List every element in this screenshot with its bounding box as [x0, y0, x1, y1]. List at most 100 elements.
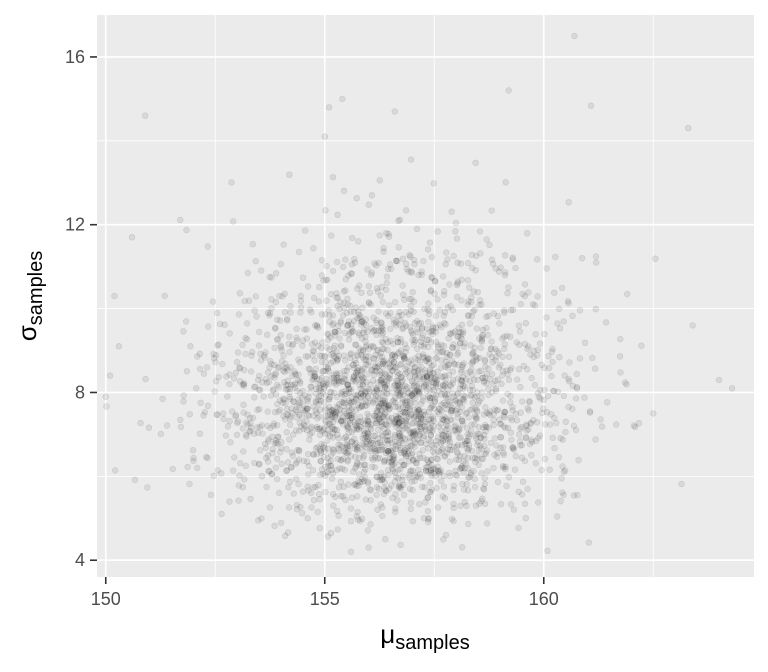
- data-point: [268, 360, 275, 368]
- data-point: [274, 364, 282, 371]
- data-point: [515, 431, 523, 438]
- data-point: [505, 87, 512, 94]
- data-point: [239, 425, 247, 432]
- data-point: [200, 412, 207, 419]
- data-point: [427, 469, 434, 477]
- data-point: [251, 307, 258, 314]
- data-point: [243, 433, 250, 440]
- data-point: [368, 192, 376, 199]
- data-point: [446, 446, 454, 454]
- data-point: [328, 466, 335, 473]
- data-point: [478, 389, 486, 396]
- data-point: [389, 494, 396, 502]
- data-point: [551, 444, 558, 452]
- data-point: [325, 104, 333, 111]
- data-point: [376, 232, 383, 239]
- data-point: [306, 306, 314, 313]
- data-point: [429, 426, 436, 433]
- data-point: [438, 431, 445, 438]
- data-point: [371, 368, 378, 375]
- data-point: [418, 325, 426, 333]
- data-point: [363, 402, 370, 409]
- data-point: [560, 392, 568, 400]
- data-point: [247, 424, 255, 431]
- data-point: [375, 327, 382, 334]
- data-point: [348, 411, 356, 419]
- data-point: [111, 292, 118, 300]
- data-point: [378, 324, 385, 332]
- data-point: [356, 413, 364, 421]
- data-point: [498, 380, 505, 387]
- data-point: [304, 458, 311, 465]
- data-point: [321, 133, 328, 140]
- data-point: [452, 471, 459, 478]
- data-point: [449, 380, 456, 387]
- data-point: [240, 448, 247, 455]
- data-point: [297, 503, 304, 511]
- data-point: [569, 405, 576, 413]
- data-point: [284, 459, 292, 466]
- data-point: [385, 402, 393, 409]
- data-point: [399, 382, 406, 390]
- data-point: [297, 292, 304, 300]
- data-point: [424, 354, 431, 361]
- data-point: [180, 328, 187, 335]
- data-point: [345, 448, 352, 455]
- data-point: [379, 433, 386, 440]
- data-point: [400, 448, 407, 456]
- data-point: [488, 338, 495, 345]
- data-point: [280, 413, 287, 420]
- data-point: [458, 464, 465, 472]
- data-point: [324, 365, 331, 372]
- data-point: [468, 447, 476, 455]
- data-point: [471, 483, 479, 491]
- data-point: [423, 325, 431, 333]
- data-point: [383, 488, 390, 495]
- data-point: [322, 418, 330, 425]
- data-point: [481, 442, 488, 450]
- data-point: [485, 424, 493, 431]
- data-point: [473, 252, 480, 260]
- data-point: [425, 318, 432, 326]
- y-axis-title: σsamples: [12, 251, 47, 342]
- data-point: [515, 322, 523, 329]
- data-point: [286, 395, 294, 403]
- data-point: [364, 393, 372, 400]
- data-point: [296, 378, 303, 385]
- data-point: [528, 374, 535, 382]
- data-point: [194, 353, 201, 360]
- data-point: [488, 207, 495, 214]
- data-point: [288, 405, 295, 412]
- data-point: [439, 445, 446, 452]
- data-point: [373, 491, 380, 499]
- data-point: [427, 287, 435, 294]
- data-point: [431, 290, 438, 297]
- data-point: [394, 380, 401, 387]
- data-point: [456, 339, 464, 347]
- data-point: [454, 375, 462, 382]
- data-point: [323, 437, 331, 444]
- data-point: [592, 306, 599, 313]
- data-point: [377, 501, 385, 508]
- data-point: [528, 438, 536, 446]
- data-point: [180, 398, 187, 405]
- data-point: [214, 411, 221, 418]
- data-point: [458, 366, 465, 374]
- data-point: [497, 420, 504, 427]
- data-point: [331, 378, 338, 385]
- data-point: [375, 485, 383, 492]
- data-point: [316, 283, 323, 291]
- data-point: [481, 475, 488, 482]
- data-point: [493, 353, 500, 361]
- data-point: [186, 411, 194, 418]
- data-point: [376, 455, 383, 462]
- data-point: [360, 477, 368, 485]
- data-point: [565, 378, 573, 385]
- data-point: [256, 406, 263, 413]
- data-point: [409, 392, 416, 399]
- data-point: [345, 364, 352, 371]
- data-point: [309, 347, 316, 354]
- data-point: [437, 348, 444, 356]
- data-point: [405, 359, 413, 366]
- data-point: [385, 440, 392, 448]
